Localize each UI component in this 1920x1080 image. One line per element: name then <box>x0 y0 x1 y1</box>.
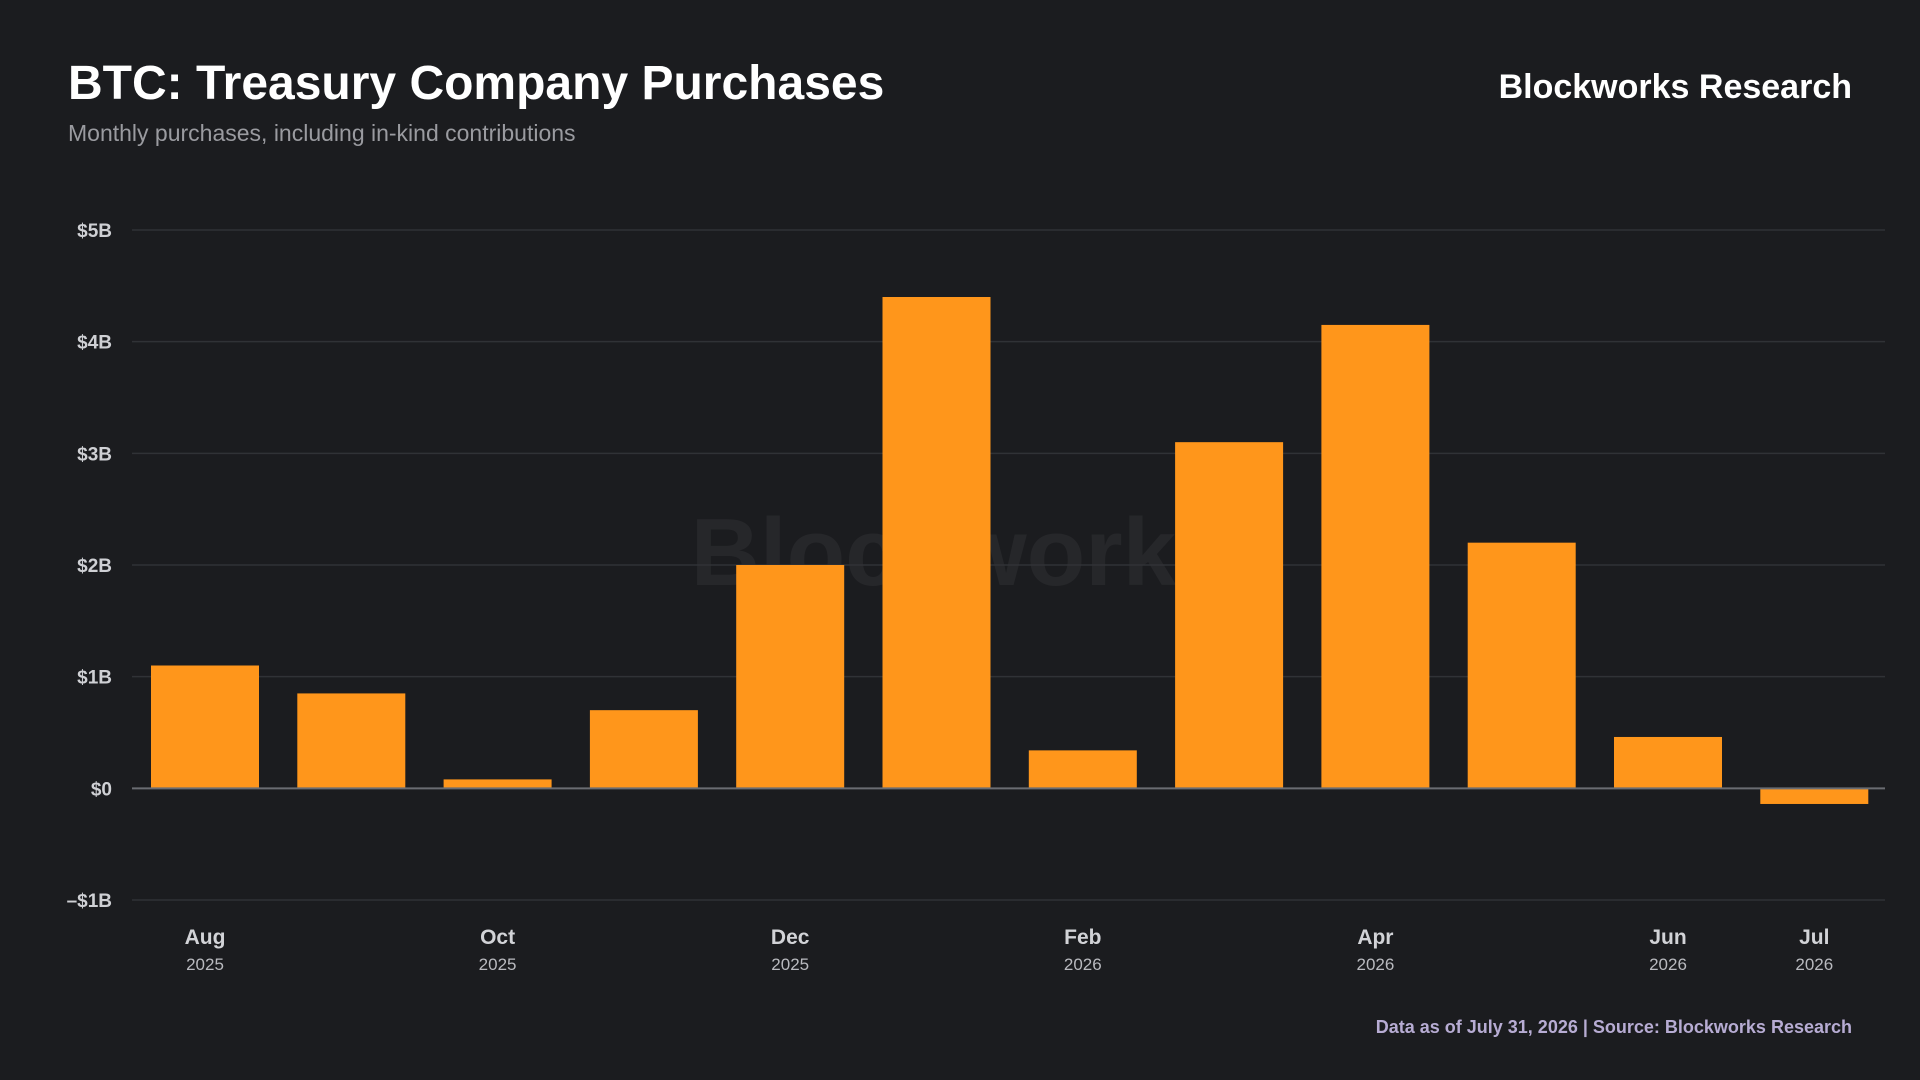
x-tick-year: 2025 <box>479 955 517 974</box>
bar <box>297 693 406 789</box>
bar <box>1028 750 1137 789</box>
bar <box>1467 542 1576 789</box>
bar <box>151 665 259 789</box>
bar <box>1321 324 1430 789</box>
bars <box>151 297 1869 804</box>
x-tick-month: Dec <box>771 926 810 949</box>
bar <box>882 297 991 789</box>
y-tick-label: $2B <box>77 556 112 577</box>
bar <box>1175 442 1284 789</box>
bar-chart: Blockworks $5B$4B$3B$2B$1B$0–$1BAug2025O… <box>67 221 1885 974</box>
gridlines <box>132 229 1885 901</box>
brand-logo-text: Blockworks Research <box>1498 68 1852 106</box>
chart-subtitle: Monthly purchases, including in-kind con… <box>68 120 576 146</box>
chart-title: BTC: Treasury Company Purchases <box>68 57 885 110</box>
x-tick-month: Oct <box>480 926 515 949</box>
x-tick-year: 2026 <box>1064 955 1102 974</box>
x-tick-year: 2025 <box>186 955 224 974</box>
x-tick-year: 2026 <box>1649 955 1687 974</box>
bar <box>443 779 552 789</box>
x-tick-year: 2025 <box>771 955 809 974</box>
bar <box>1760 788 1869 804</box>
bar <box>736 565 845 789</box>
axes: $5B $4B $3B $2B $1B $0 –$1B Aug 2025 Oct 2025 Dec 20… <box>67 221 1885 974</box>
x-tick-month: Jul <box>1799 926 1829 949</box>
bar <box>589 710 698 789</box>
x-tick-month: Aug <box>185 926 226 949</box>
y-tick-label: $5B <box>77 221 112 242</box>
y-tick-label: $1B <box>77 668 112 689</box>
y-tick-label: –$1B <box>67 891 112 912</box>
y-tick-label: $0 <box>91 779 112 800</box>
x-tick-year: 2026 <box>1795 955 1833 974</box>
y-tick-label: $3B <box>77 444 112 465</box>
x-tick-month: Feb <box>1064 926 1101 949</box>
x-tick-year: 2026 <box>1356 955 1394 974</box>
source-footnote: Data as of July 31, 2026 | Source: Block… <box>1375 1017 1852 1037</box>
bar <box>1614 736 1722 789</box>
x-tick-month: Jun <box>1649 926 1686 949</box>
y-tick-label: $4B <box>77 333 112 354</box>
x-tick-month: Apr <box>1357 926 1393 949</box>
